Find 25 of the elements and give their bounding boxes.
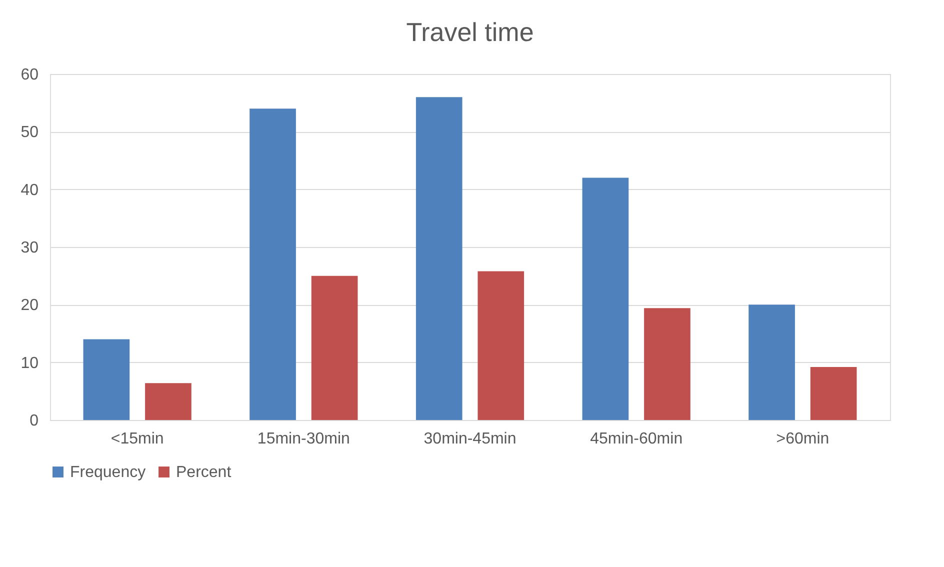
- legend-label: Frequency: [70, 464, 146, 481]
- bar: [478, 271, 524, 420]
- y-tick-label: 60: [20, 66, 39, 84]
- y-tick-label: 30: [20, 240, 39, 256]
- bar: [250, 108, 296, 420]
- legend-label: Percent: [176, 464, 232, 481]
- bar: [416, 97, 462, 420]
- x-tick-label: <15min: [110, 430, 164, 448]
- y-tick-label: 50: [20, 124, 39, 142]
- y-tick-label: 10: [20, 354, 39, 372]
- x-tick-label: >60min: [776, 430, 830, 448]
- y-tick-label: 20: [20, 297, 39, 314]
- x-tick-label: 30min-45min: [424, 430, 516, 448]
- y-tick-label: 0: [30, 412, 39, 430]
- bar: [311, 276, 358, 420]
- bar: [644, 308, 690, 420]
- bar: [145, 383, 192, 420]
- bar: [83, 339, 130, 420]
- chart-title: Travel time: [406, 17, 534, 47]
- bar: [582, 178, 629, 420]
- y-tick-label: 40: [20, 182, 39, 199]
- bar: [748, 304, 795, 420]
- x-tick-label: 15min-30min: [257, 430, 350, 448]
- bar: [810, 366, 857, 420]
- x-tick-label: 45min-60min: [590, 430, 683, 448]
